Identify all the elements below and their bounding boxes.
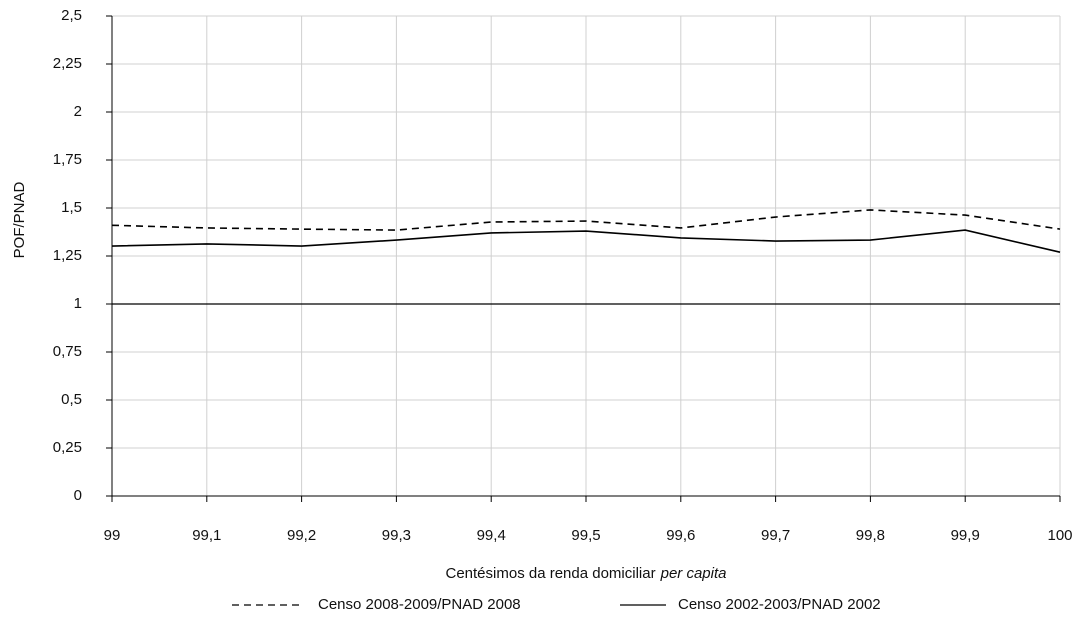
x-tick-label: 99,5 xyxy=(571,527,600,544)
x-tick-label: 99,6 xyxy=(666,527,695,544)
series-line xyxy=(111,229,1061,253)
x-tick-label: 99,1 xyxy=(192,527,221,544)
legend-label: Censo 2008-2009/PNAD 2008 xyxy=(318,596,521,613)
x-tick-label: 99,9 xyxy=(951,527,980,544)
x-tick-label: 99,7 xyxy=(761,527,790,544)
x-tick-label: 99,4 xyxy=(477,527,506,544)
legend-label: Censo 2002-2003/PNAD 2002 xyxy=(678,596,881,613)
x-tick-label: 100 xyxy=(1047,527,1072,544)
x-axis-label: Centésimos da renda domiciliar per capita xyxy=(446,565,727,582)
y-tick-label: 1,75 xyxy=(53,151,82,168)
y-tick-label: 1 xyxy=(74,295,82,312)
x-tick-label: 99,8 xyxy=(856,527,885,544)
y-tick-label: 1,25 xyxy=(53,247,82,264)
y-tick-label: 2,5 xyxy=(61,7,82,24)
series-line xyxy=(111,209,1061,231)
x-tick-label: 99 xyxy=(104,527,121,544)
y-axis-label: POF/PNAD xyxy=(11,181,28,258)
x-tick-label: 99,3 xyxy=(382,527,411,544)
x-axis-label-text: Centésimos da renda domiciliar xyxy=(446,565,656,582)
y-tick-label: 2 xyxy=(74,103,82,120)
y-tick-label: 0,75 xyxy=(53,343,82,360)
y-tick-label: 0,5 xyxy=(61,391,82,408)
x-tick-label: 99,2 xyxy=(287,527,316,544)
y-tick-label: 1,5 xyxy=(61,199,82,216)
x-axis-label-italic: per capita xyxy=(660,565,727,582)
y-tick-label: 2,25 xyxy=(53,55,82,72)
y-tick-label: 0 xyxy=(74,487,82,504)
y-tick-label: 0,25 xyxy=(53,439,82,456)
